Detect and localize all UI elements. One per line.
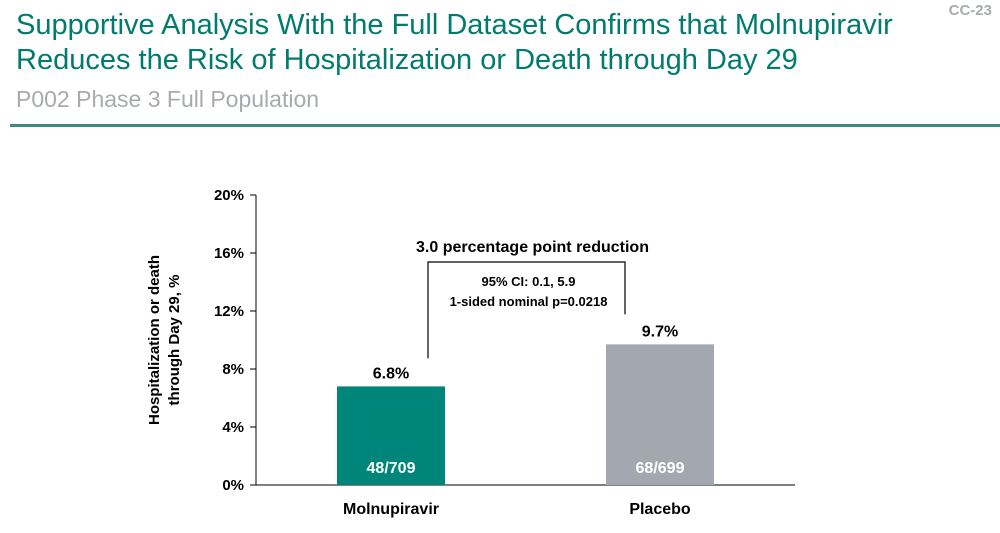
title-line-2: Reduces the Risk of Hospitalization or D… (16, 44, 798, 76)
x-category-label: Placebo (629, 501, 691, 518)
y-tick-label: 0% (222, 477, 244, 494)
title-divider (10, 124, 1000, 127)
y-tick-label: 12% (214, 303, 244, 320)
bar (337, 386, 445, 485)
bar-count-label: 48/709 (367, 460, 416, 477)
y-tick-label: 8% (222, 361, 244, 378)
y-tick-label: 16% (214, 245, 244, 262)
title-line-1: Supportive Analysis With the Full Datase… (16, 9, 893, 41)
slide-id: CC-23 (948, 2, 992, 19)
x-category-label: Molnupiravir (343, 501, 439, 518)
bar-value-label: 6.8% (373, 365, 409, 382)
y-tick-label: 4% (222, 419, 244, 436)
y-axis-label-line-2: through Day 29, % (166, 274, 183, 406)
page-subtitle: P002 Phase 3 Full Population (16, 86, 320, 112)
bar (606, 344, 714, 485)
comparison-label: 3.0 percentage point reduction (416, 239, 649, 256)
bar-count-label: 68/699 (636, 460, 685, 477)
bar-value-label: 9.7% (642, 323, 678, 340)
page-title: Supportive Analysis With the Full Datase… (16, 8, 946, 78)
y-axis-label: Hospitalization or death through Day 29,… (145, 220, 205, 460)
p-value-label: 1-sided nominal p=0.0218 (450, 294, 608, 309)
y-tick-label: 20% (214, 187, 244, 204)
comparison-bracket (427, 261, 626, 359)
y-axis-label-line-1: Hospitalization or death (146, 255, 163, 426)
confidence-interval-label: 95% CI: 0.1, 5.9 (482, 274, 576, 289)
